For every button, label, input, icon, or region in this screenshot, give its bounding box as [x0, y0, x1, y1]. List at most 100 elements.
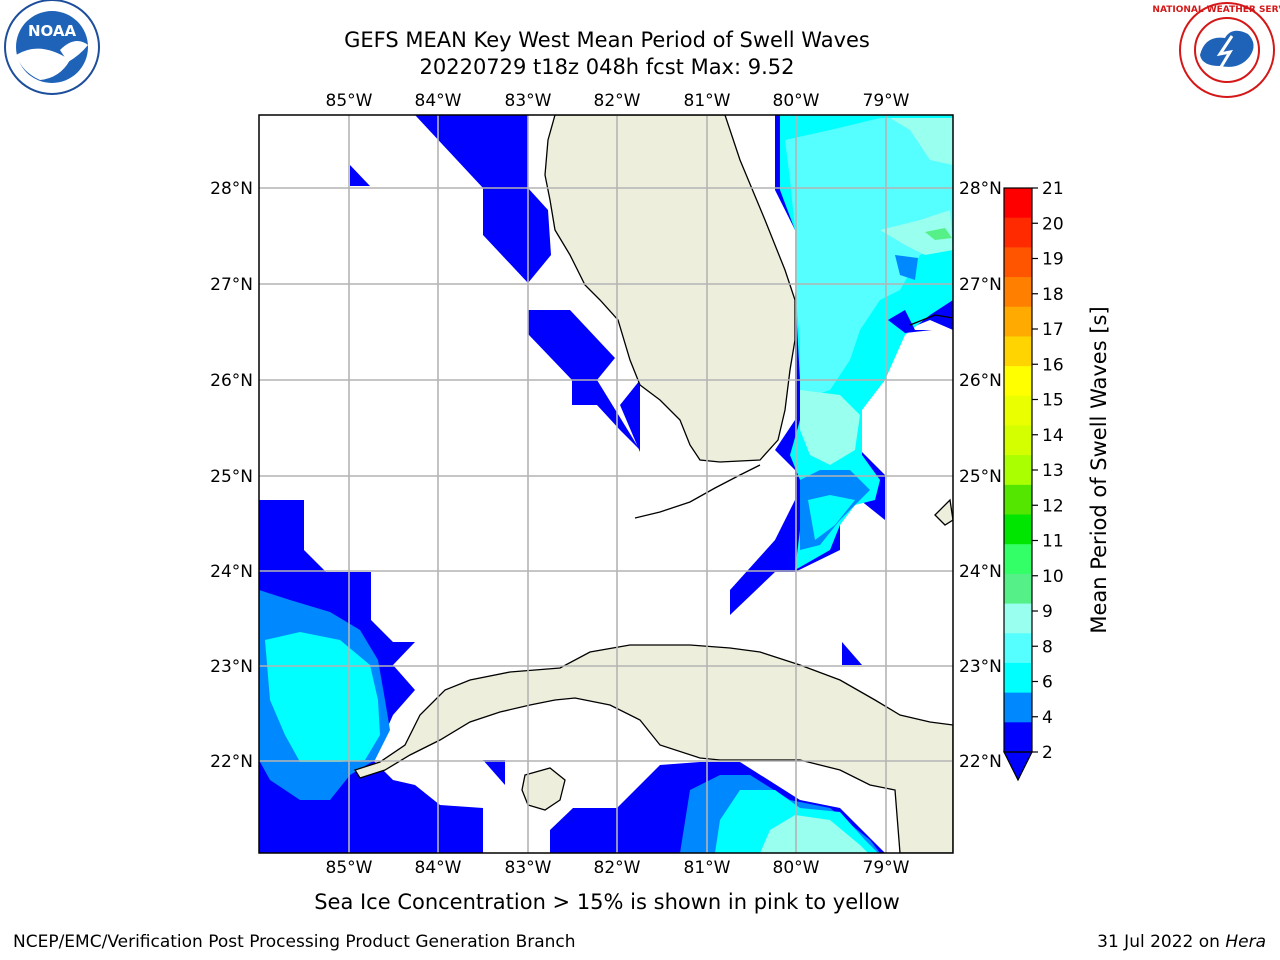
colorbar-tick-label: 9 [1042, 602, 1053, 622]
lat-label: 25°N [959, 467, 1002, 487]
swell-contour [925, 228, 952, 240]
swell-contour [620, 380, 640, 452]
lat-labels-left: 28°N 27°N 26°N 25°N 24°N 23°N 22°N [210, 179, 253, 772]
lon-label: 83°W [505, 858, 552, 878]
colorbar-segment [1004, 247, 1032, 278]
colorbar-segment [1004, 336, 1032, 367]
lon-labels-bottom: 85°W 84°W 83°W 82°W 81°W 80°W 79°W [326, 858, 910, 878]
colorbar-segment [1004, 395, 1032, 426]
colorbar-segment [1004, 692, 1032, 723]
nws-logo-text: NATIONAL WEATHER SERVICE [1152, 5, 1280, 15]
colorbar-segment [1004, 544, 1032, 575]
lat-labels-right: 28°N 27°N 26°N 25°N 24°N 23°N 22°N [959, 179, 1002, 772]
colorbar-tick-label: 6 [1042, 673, 1053, 693]
lat-label: 27°N [959, 275, 1002, 295]
chart-subtitle: 20220729 t18z 048h fcst Max: 9.52 [419, 55, 795, 79]
colorbar-tick-label: 11 [1042, 532, 1064, 552]
swell-contour [483, 760, 505, 785]
colorbar-label: Mean Period of Swell Waves [s] [1087, 306, 1111, 633]
colorbar-segment [1004, 306, 1032, 337]
lon-label: 81°W [684, 858, 731, 878]
colorbar-tick-label: 8 [1042, 637, 1053, 657]
colorbar-segment [1004, 514, 1032, 545]
noaa-logo: NOAA [4, 0, 100, 95]
swell-contour [888, 310, 932, 333]
colorbar-tick-label: 2 [1042, 743, 1053, 763]
lon-label: 79°W [863, 858, 910, 878]
footer-credit: NCEP/EMC/Verification Post Processing Pr… [13, 932, 576, 952]
lat-label: 22°N [959, 752, 1002, 772]
colorbar-segment [1004, 425, 1032, 456]
swell-contour [880, 210, 953, 255]
lon-label: 85°W [326, 858, 373, 878]
lon-label: 85°W [326, 91, 373, 111]
swell-contour [842, 642, 862, 665]
cuba-land [354, 644, 953, 853]
swell-contour [572, 380, 640, 450]
colorbar-segment [1004, 722, 1032, 753]
colorbar-tick-label: 14 [1042, 426, 1064, 446]
colorbar-segment [1004, 603, 1032, 634]
isla-juventud-land [521, 767, 566, 811]
colorbar-tick-label: 15 [1042, 391, 1064, 411]
swell-contour [760, 815, 868, 853]
colorbar-tick-label: 13 [1042, 461, 1064, 481]
lat-label: 28°N [210, 179, 253, 199]
swell-contour [800, 390, 860, 465]
lon-label: 79°W [863, 91, 910, 111]
lon-label: 80°W [773, 91, 820, 111]
footer-date: 31 Jul 2022 on Hera [1097, 932, 1266, 952]
lon-label: 80°W [773, 858, 820, 878]
footer-host: Hera [1225, 932, 1266, 952]
lon-label: 82°W [594, 91, 641, 111]
lon-label: 82°W [594, 858, 641, 878]
colorbar-tick-label: 17 [1042, 320, 1064, 340]
colorbar-tick-label: 19 [1042, 250, 1064, 270]
colorbar-extend-arrow [1003, 751, 1033, 782]
swell-contour [895, 255, 918, 280]
lat-label: 23°N [959, 657, 1002, 677]
colorbar-tick-label: 18 [1042, 285, 1064, 305]
colorbar-segment [1004, 217, 1032, 248]
lat-label: 27°N [210, 275, 253, 295]
colorbar-segment [1004, 484, 1032, 516]
colorbar-segment [1004, 662, 1032, 694]
colorbar-tick-label: 12 [1042, 496, 1064, 516]
swell-contour [415, 115, 551, 283]
map-area [259, 115, 953, 853]
footer-date-text: 31 Jul 2022 on [1097, 932, 1220, 952]
colorbar-tick-label: 4 [1042, 708, 1053, 728]
swell-contour [528, 310, 615, 380]
colorbar: 21 20 19 18 17 16 15 14 13 12 11 10 9 8 6 4 2 Mean Perio… [1003, 179, 1111, 782]
lat-label: 24°N [210, 562, 253, 582]
lat-label: 22°N [210, 752, 253, 772]
lat-label: 26°N [210, 371, 253, 391]
lat-label: 23°N [210, 657, 253, 677]
lat-label: 28°N [959, 179, 1002, 199]
colorbar-segment [1004, 277, 1032, 308]
colorbar-segment [1004, 455, 1032, 486]
lon-label: 83°W [505, 91, 552, 111]
colorbar-tick-label: 16 [1042, 355, 1064, 375]
noaa-logo-text: NOAA [28, 22, 77, 40]
bahamas-land [934, 498, 953, 526]
colorbar-segment [1004, 366, 1032, 397]
swell-contour [890, 118, 953, 165]
colorbar-tick-label: 21 [1042, 179, 1064, 199]
lat-label: 24°N [959, 562, 1002, 582]
grid-lines [259, 115, 953, 853]
lon-label: 81°W [684, 91, 731, 111]
lon-label: 84°W [415, 91, 462, 111]
lon-labels-top: 85°W 84°W 83°W 82°W 81°W 80°W 79°W [326, 91, 910, 111]
colorbar-tick-label: 10 [1042, 567, 1064, 587]
colorbar-tick-label: 20 [1042, 214, 1064, 234]
nws-logo: NATIONAL WEATHER SERVICE [1152, 2, 1280, 98]
colorbar-segment [1004, 633, 1032, 664]
chart-title: GEFS MEAN Key West Mean Period of Swell … [344, 28, 870, 52]
florida-keys [634, 464, 761, 519]
swell-contour [350, 165, 370, 186]
florida-land [544, 115, 796, 463]
swell-contour [265, 632, 380, 762]
lat-label: 26°N [959, 371, 1002, 391]
